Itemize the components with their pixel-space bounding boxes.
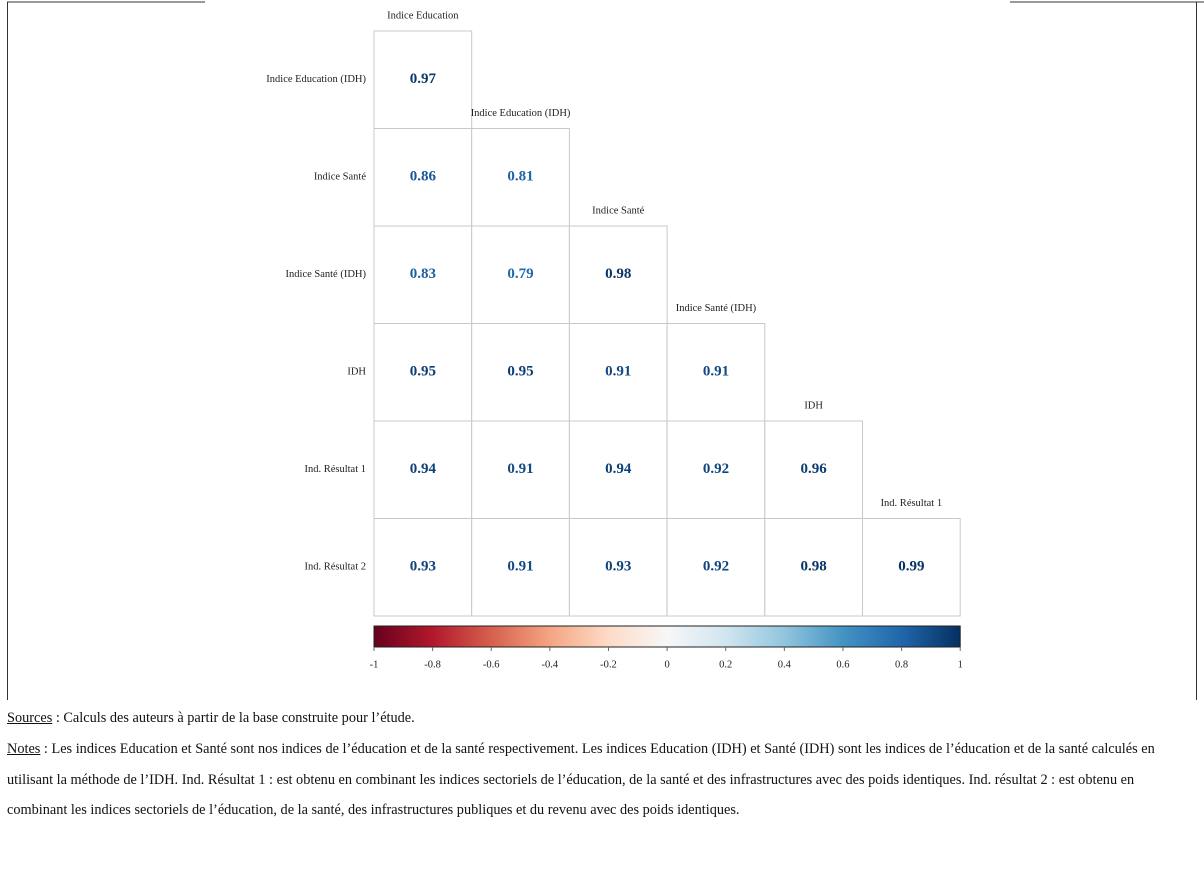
row-label: Ind. Résultat 1	[304, 464, 366, 475]
cell	[666, 420, 766, 519]
cell-value: 0.95	[410, 364, 436, 380]
colorbar	[373, 625, 961, 648]
cell	[471, 128, 570, 227]
colorbar-tick-label: 0.4	[778, 659, 792, 670]
cell-value: 0.94	[605, 461, 632, 477]
cell-value: 0.96	[801, 461, 828, 477]
colorbar-tick-label: -0.6	[483, 659, 500, 670]
cell	[373, 518, 473, 617]
column-label: Indice Education	[387, 10, 459, 21]
cell-value: 0.86	[410, 169, 437, 185]
cell-value: 0.93	[605, 559, 631, 575]
cell-value: 0.95	[507, 364, 533, 380]
row-label: IDH	[347, 367, 366, 378]
cell-value: 0.83	[410, 266, 436, 282]
column-label: Indice Santé	[592, 205, 645, 216]
cell-value: 0.79	[507, 266, 533, 282]
cell-value: 0.97	[410, 71, 437, 87]
sources-text: : Calculs des auteurs à partir de la bas…	[52, 710, 415, 726]
sources: Sources : Calculs des auteurs à partir d…	[7, 703, 1195, 734]
notes-label: Notes	[7, 741, 41, 757]
cell	[471, 420, 570, 519]
row-label: Ind. Résultat 2	[304, 562, 366, 573]
cell	[471, 225, 570, 324]
cell-value: 0.91	[703, 364, 729, 380]
colorbar-tick-label: 0.6	[836, 659, 849, 670]
colorbar-tick-label: -0.4	[542, 659, 559, 670]
cell-value: 0.98	[801, 559, 827, 575]
cell-value: 0.81	[507, 169, 533, 185]
cell	[568, 323, 668, 422]
cell-value: 0.91	[605, 364, 631, 380]
chart: Indice Education (IDH) 0.97 Indice Santé 0.…	[7, 1, 1204, 700]
notes: Notes : Les indices Education et Santé s…	[7, 734, 1195, 826]
colorbar-tick-label: -0.8	[424, 659, 441, 670]
cell	[862, 518, 961, 617]
cell-value: 0.92	[703, 461, 729, 477]
cell-value: 0.98	[605, 266, 631, 282]
cell	[373, 420, 473, 519]
colorbar-tick-label: 1	[958, 659, 963, 670]
cell	[666, 518, 766, 617]
colorbar-tick-label: 0.2	[719, 659, 732, 670]
cell	[666, 323, 766, 422]
colorbar-tick-label: 0.8	[895, 659, 908, 670]
cell	[764, 518, 863, 617]
colorbar-tick-label: 0	[664, 659, 669, 670]
row-label: Indice Santé (IDH)	[286, 269, 367, 280]
cell-value: 0.92	[703, 559, 729, 575]
cell	[568, 225, 668, 324]
cell	[373, 30, 473, 129]
notes-text: : Les indices Education et Santé sont no…	[7, 741, 1155, 819]
cell	[373, 225, 473, 324]
cell-value: 0.91	[507, 461, 533, 477]
row-label: Indice Santé	[314, 172, 367, 183]
column-label: Indice Santé (IDH)	[676, 303, 757, 314]
column-label: Indice Education (IDH)	[471, 108, 571, 119]
cell-value: 0.94	[410, 461, 437, 477]
sources-label: Sources	[7, 710, 53, 726]
cell-value: 0.91	[507, 559, 533, 575]
colorbar-tick-label: -0.2	[600, 659, 617, 670]
cell-value: 0.99	[898, 559, 924, 575]
column-label: Ind. Résultat 1	[881, 498, 943, 509]
colorbar-tick-label: -1	[370, 659, 379, 670]
cell	[764, 420, 863, 519]
column-label: IDH	[804, 400, 823, 411]
cell	[568, 518, 668, 617]
cell-value: 0.93	[410, 559, 436, 575]
row-label: Indice Education (IDH)	[266, 74, 366, 85]
